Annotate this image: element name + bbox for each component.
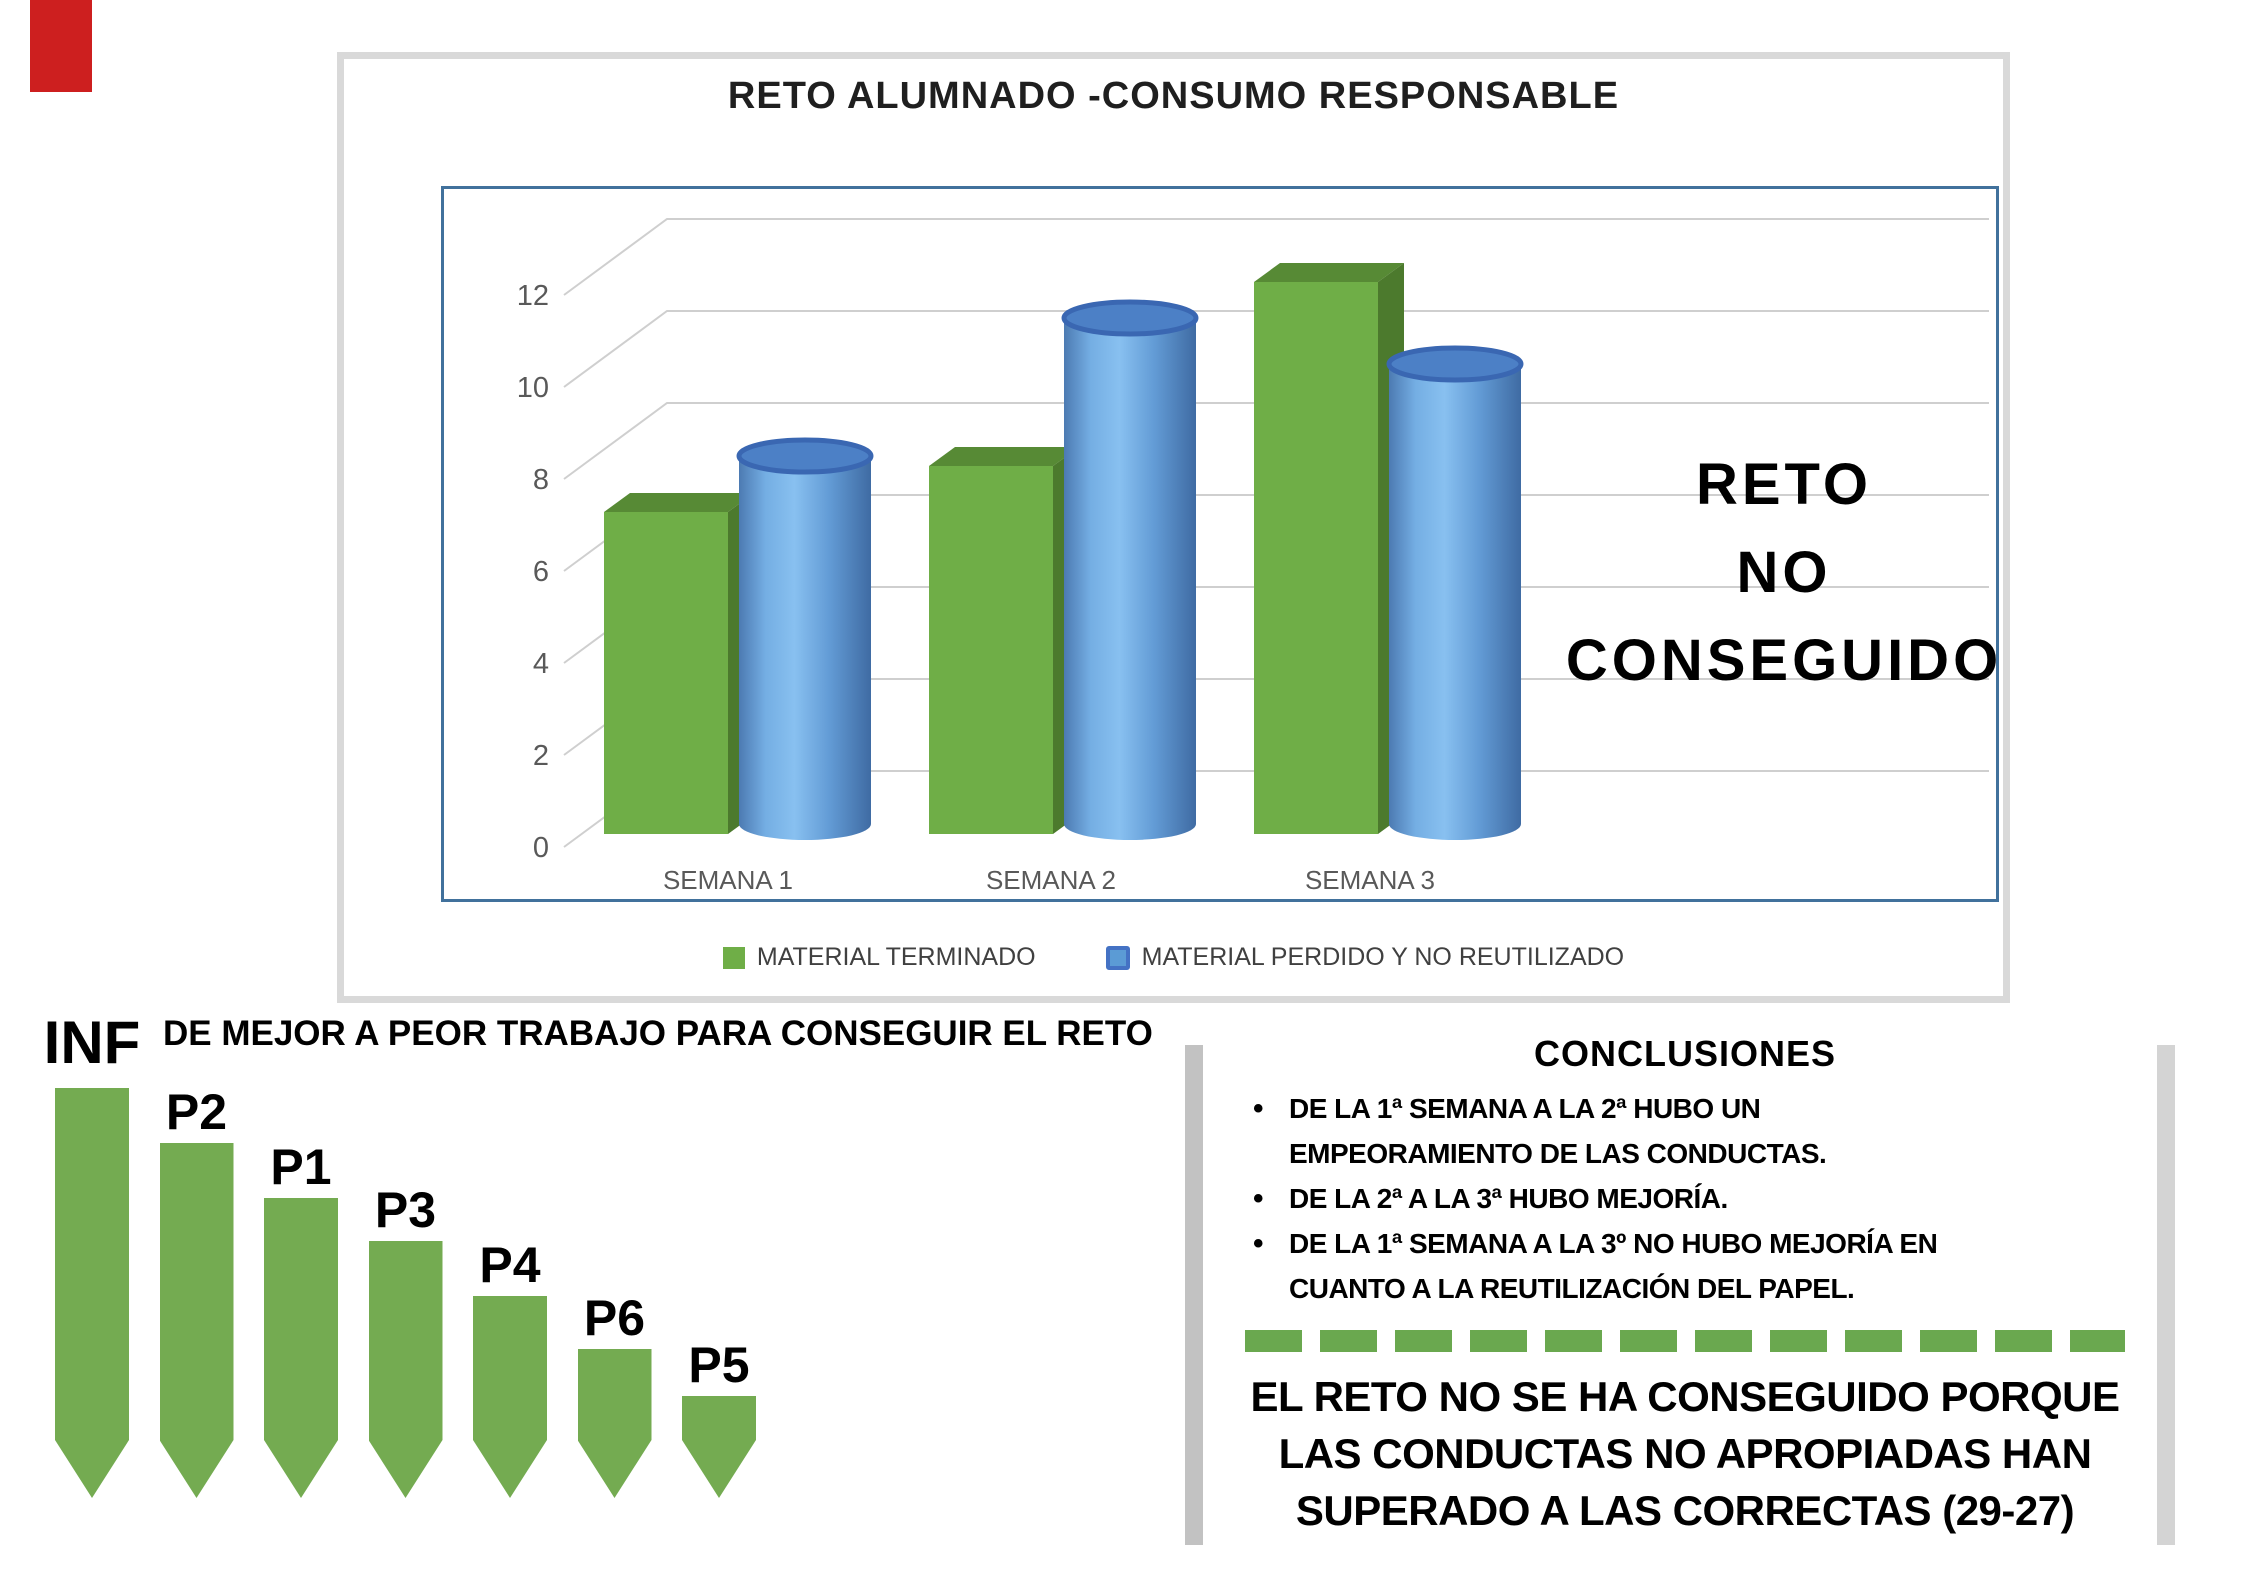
y-axis-label: 8 <box>533 464 549 496</box>
legend-swatch-icon <box>722 946 745 969</box>
ranking-arrow-p3 <box>369 1241 443 1498</box>
footer-line: SUPERADO A LAS CORRECTAS (29-27) <box>1295 1487 2075 1534</box>
conclusions-heading: CONCLUSIONES <box>1533 1033 1837 1074</box>
ranking-arrow-p2 <box>160 1143 234 1498</box>
legend-item: MATERIAL PERDIDO Y NO REUTILIZADO <box>1105 943 1625 972</box>
green-dashed-divider <box>1245 1330 2125 1352</box>
cylinder-material-perdido <box>1064 318 1196 824</box>
cylinder-material-perdido <box>1389 364 1521 824</box>
ranking-arrow-p5 <box>682 1396 756 1498</box>
legend-item: MATERIAL TERMINADO <box>722 943 1036 972</box>
ranking-label: INF <box>43 1009 141 1076</box>
bar-top-face <box>1254 263 1404 282</box>
legend-label: MATERIAL PERDIDO Y NO REUTILIZADO <box>1141 943 1625 971</box>
bar-material-terminado <box>1254 282 1378 834</box>
ranking-label: P2 <box>165 1084 228 1140</box>
grid-line <box>563 402 1989 480</box>
conclusion-bullet: DE LA 1ª SEMANA A LA 2ª HUBO UN EMPEORAM… <box>1245 1086 1987 1176</box>
cylinder-top <box>736 437 874 475</box>
ranking-arrow-p1 <box>264 1198 338 1498</box>
ranking-heading: DE MEJOR A PEOR TRABAJO PARA CONSEGUIR E… <box>163 1014 1153 1053</box>
chart-title: RETO ALUMNADO -CONSUMO RESPONSABLE <box>727 75 1620 117</box>
bar-top-face <box>929 447 1079 466</box>
bar-top-face <box>604 493 754 512</box>
grid-line <box>563 310 1989 388</box>
ranking-arrow-inf <box>55 1088 129 1498</box>
grid-line <box>563 218 1989 296</box>
legend-label: MATERIAL TERMINADO <box>756 943 1036 971</box>
ranking-label: P5 <box>688 1337 750 1393</box>
ranking-label: P1 <box>270 1139 332 1195</box>
y-axis-label: 12 <box>517 280 549 312</box>
cylinder-material-perdido <box>739 456 871 824</box>
y-axis-label: 2 <box>533 740 549 772</box>
left-gray-bar <box>1185 1045 1203 1545</box>
conclusion-bullet: DE LA 1ª SEMANA A LA 3º NO HUBO MEJORÍA … <box>1245 1221 1987 1311</box>
conclusion-bullet: DE LA 2ª A LA 3ª HUBO MEJORÍA. <box>1245 1176 1987 1221</box>
conclusions-footer: EL RETO NO SE HA CONSEGUIDO PORQUE LAS C… <box>1245 1368 2125 1539</box>
3d-bar-chart: 0 2 4 6 8 10 12 SEMANA 1 SEMANA 2 SEMANA 3 <box>517 218 1989 895</box>
cylinder-top <box>1386 345 1524 383</box>
right-gray-bar <box>2157 1045 2175 1545</box>
overlay-line: RETO <box>1695 452 1873 517</box>
ranking-label: P3 <box>374 1182 437 1238</box>
overlay-line: CONSEGUIDO <box>1565 628 2003 693</box>
reto-no-conseguido-overlay: RETO NO CONSEGUIDO <box>1504 441 2064 705</box>
bar-material-terminado <box>604 512 728 834</box>
overlay-line: NO <box>1736 540 1832 605</box>
red-marker <box>30 0 92 92</box>
x-axis-label: SEMANA 2 <box>986 865 1116 895</box>
x-axis-label: SEMANA 3 <box>1305 865 1435 895</box>
cylinder-top <box>1061 299 1199 337</box>
footer-line: LAS CONDUCTAS NO APROPIADAS HAN <box>1278 1430 2092 1477</box>
ranking-arrow-p4 <box>473 1296 547 1498</box>
ranking-label: P4 <box>479 1237 541 1293</box>
y-axis-label: 6 <box>533 556 549 588</box>
bar-material-terminado <box>929 466 1053 834</box>
challenge-chart-card: RETO ALUMNADO -CONSUMO RESPONSABLE 0 2 4 6 8… <box>337 52 2010 1003</box>
legend-swatch-icon <box>1105 945 1130 970</box>
conclusions-panel: CONCLUSIONES DE LA 1ª SEMANA A LA 2ª HUB… <box>1245 1032 2125 1534</box>
y-axis-label: 0 <box>533 832 549 864</box>
footer-line: EL RETO NO SE HA CONSEGUIDO PORQUE <box>1250 1373 2120 1420</box>
conclusions-list: DE LA 1ª SEMANA A LA 2ª HUBO UN EMPEORAM… <box>1245 1086 1987 1311</box>
y-axis-label: 10 <box>517 372 549 404</box>
plot-area: 0 2 4 6 8 10 12 SEMANA 1 SEMANA 2 SEMANA 3 RETO N… <box>441 186 1999 902</box>
ranking-arrow-p6 <box>578 1349 652 1498</box>
ranking-label: P6 <box>583 1290 646 1346</box>
chart-legend: MATERIAL TERMINADO MATERIAL PERDIDO Y NO … <box>344 943 2003 972</box>
x-axis-label: SEMANA 1 <box>663 865 793 895</box>
y-axis-label: 4 <box>533 648 549 680</box>
